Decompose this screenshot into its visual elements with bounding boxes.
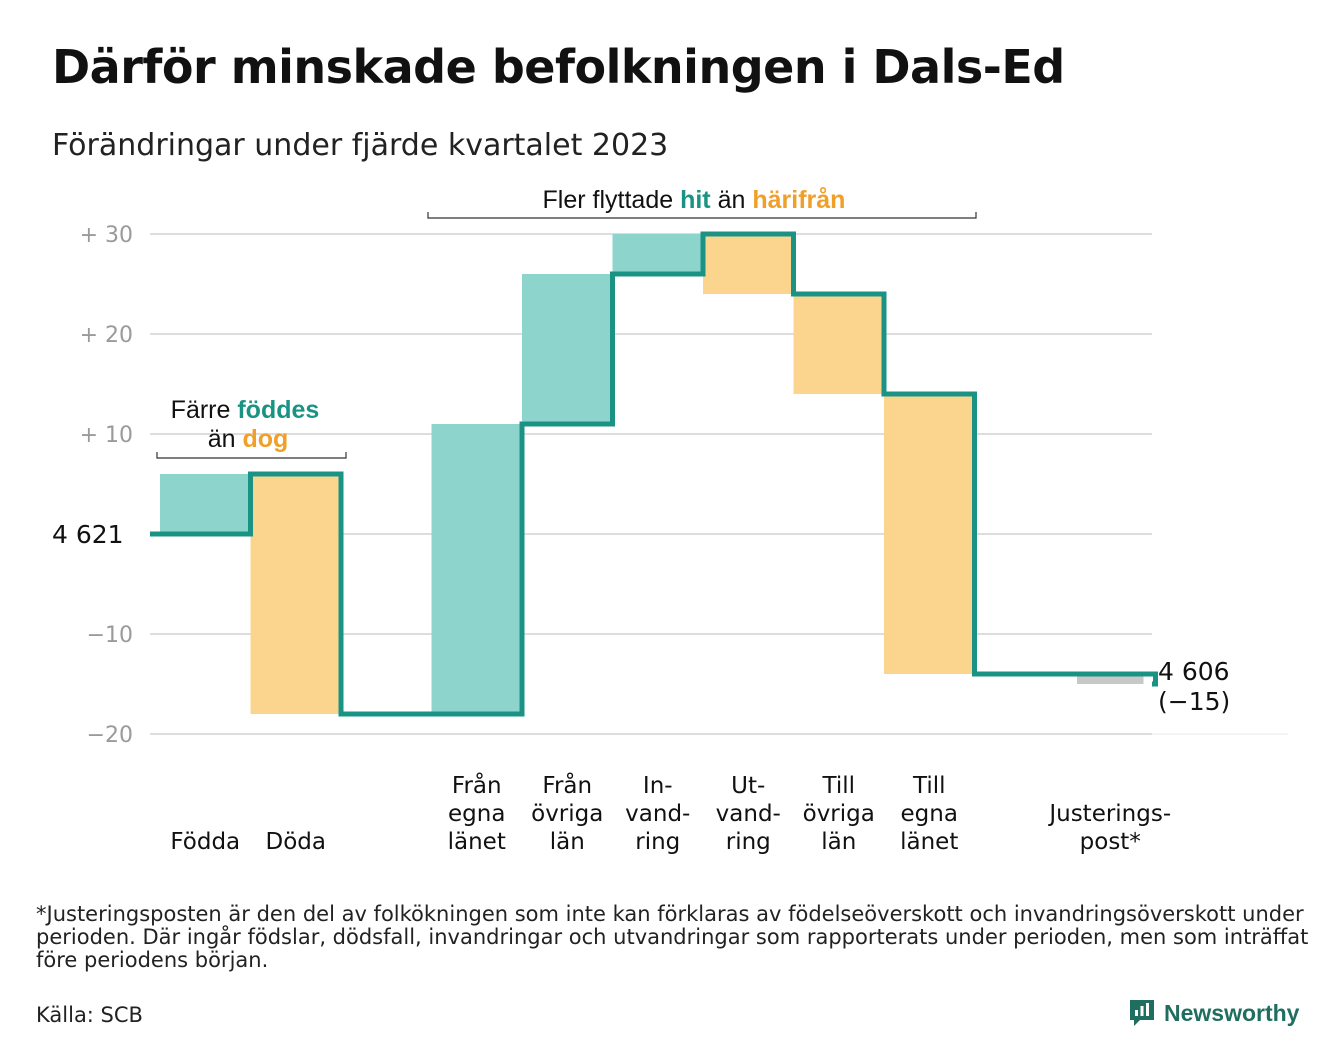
bar-döda <box>250 474 341 714</box>
x-tick-label: Döda <box>266 829 326 855</box>
bar-justeringspost <box>1077 674 1144 684</box>
y-tick-label: + 10 <box>80 423 133 448</box>
births-annotation-line1: Färre föddes <box>171 396 320 424</box>
y-tick-label: −10 <box>87 623 133 648</box>
x-tick-label: Från egna länet <box>448 771 506 855</box>
brand-name: Newsworthy <box>1164 999 1300 1026</box>
bar-frånövrigalän <box>522 274 613 424</box>
x-tick-label: In-vand-ring <box>625 773 690 855</box>
x-tick-label: Till egna länet <box>900 773 958 855</box>
x-tick-label: Från övriga län <box>531 771 603 855</box>
migration-bracket <box>427 212 977 219</box>
x-tick-label: Justerings-post* <box>1047 801 1171 855</box>
end-value-label: 4 606 <box>1158 657 1230 686</box>
source-label: Källa: SCB <box>36 1003 143 1027</box>
births-annotation-line2: än dog <box>208 425 289 453</box>
waterfall-chart: + 30 + 20 + 10 −10 −20 Födda Döda Från egna läne… <box>52 186 1288 855</box>
x-tick-label: Till övriga län <box>803 773 875 855</box>
bar-tillegnalänet <box>884 394 975 674</box>
running-total-line <box>150 231 1158 717</box>
chart-title: Därför minskade befolkningen i Dals-Ed <box>52 40 1065 94</box>
y-tick-label: −20 <box>87 723 133 748</box>
end-change-label: (−15) <box>1158 687 1230 716</box>
migration-annotation: Fler flyttade hit än härifrån <box>543 186 846 214</box>
chart-subtitle: Förändringar under fjärde kvartalet 2023 <box>52 128 669 163</box>
x-axis-labels: Födda Döda Från egna länet Från övriga län In-va… <box>170 771 1171 855</box>
bar-födda <box>160 474 251 534</box>
x-tick-label: Födda <box>170 829 240 855</box>
brand-logo: Newsworthy <box>1128 998 1299 1028</box>
births-bracket <box>156 452 347 459</box>
bar-utvandring <box>703 234 794 294</box>
y-tick-label: + 30 <box>80 223 133 248</box>
bars <box>160 234 1144 714</box>
footnote: *Justeringsposten är den del av folkökni… <box>36 902 1309 972</box>
x-tick-label: Ut-vand-ring <box>716 773 781 855</box>
newsworthy-logo-icon <box>1130 1000 1154 1026</box>
y-tick-label: + 20 <box>80 323 133 348</box>
bar-invandring <box>612 234 703 274</box>
bar-tillövrigalän <box>793 294 884 394</box>
bar-frånegnalänet <box>431 424 522 714</box>
y-axis-ticks: + 30 + 20 + 10 −10 −20 <box>80 223 133 748</box>
start-value-label: 4 621 <box>52 520 124 549</box>
